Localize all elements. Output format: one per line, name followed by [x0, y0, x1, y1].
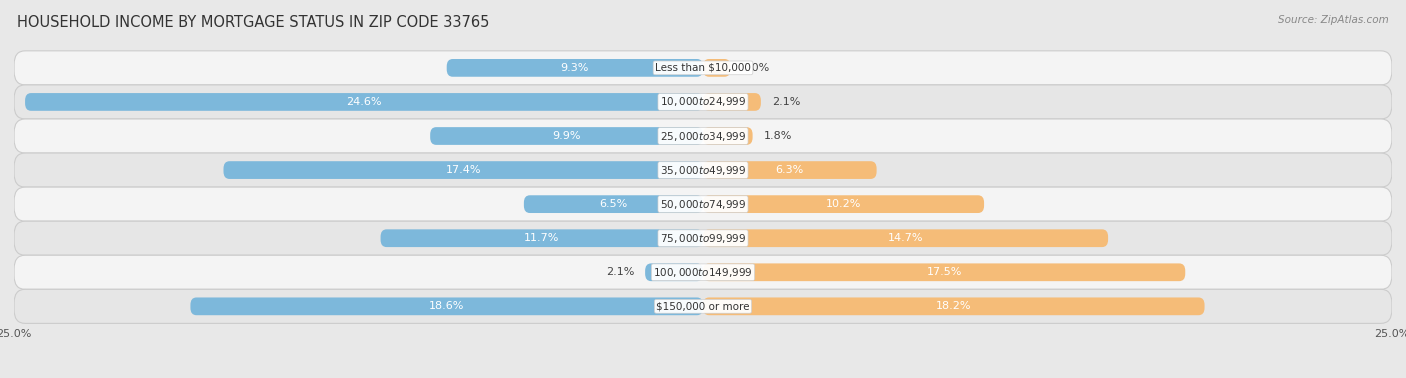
FancyBboxPatch shape — [703, 195, 984, 213]
Text: 6.5%: 6.5% — [599, 199, 627, 209]
FancyBboxPatch shape — [703, 59, 731, 77]
FancyBboxPatch shape — [190, 297, 703, 315]
Text: 14.7%: 14.7% — [887, 233, 924, 243]
FancyBboxPatch shape — [14, 153, 1392, 187]
FancyBboxPatch shape — [703, 93, 761, 111]
FancyBboxPatch shape — [14, 221, 1392, 255]
FancyBboxPatch shape — [447, 59, 703, 77]
Text: $25,000 to $34,999: $25,000 to $34,999 — [659, 130, 747, 143]
FancyBboxPatch shape — [14, 289, 1392, 323]
FancyBboxPatch shape — [14, 51, 1392, 85]
FancyBboxPatch shape — [25, 93, 703, 111]
FancyBboxPatch shape — [703, 229, 1108, 247]
Text: 10.2%: 10.2% — [825, 199, 862, 209]
FancyBboxPatch shape — [430, 127, 703, 145]
FancyBboxPatch shape — [381, 229, 703, 247]
Text: $75,000 to $99,999: $75,000 to $99,999 — [659, 232, 747, 245]
Text: 18.2%: 18.2% — [936, 301, 972, 311]
Text: 24.6%: 24.6% — [346, 97, 382, 107]
Text: 9.9%: 9.9% — [553, 131, 581, 141]
FancyBboxPatch shape — [14, 85, 1392, 119]
FancyBboxPatch shape — [703, 161, 876, 179]
FancyBboxPatch shape — [645, 263, 703, 281]
FancyBboxPatch shape — [224, 161, 703, 179]
Text: 17.4%: 17.4% — [446, 165, 481, 175]
FancyBboxPatch shape — [703, 127, 752, 145]
FancyBboxPatch shape — [703, 297, 1205, 315]
FancyBboxPatch shape — [524, 195, 703, 213]
Text: Less than $10,000: Less than $10,000 — [655, 63, 751, 73]
Text: HOUSEHOLD INCOME BY MORTGAGE STATUS IN ZIP CODE 33765: HOUSEHOLD INCOME BY MORTGAGE STATUS IN Z… — [17, 15, 489, 30]
Text: 11.7%: 11.7% — [524, 233, 560, 243]
Text: 17.5%: 17.5% — [927, 267, 962, 277]
FancyBboxPatch shape — [703, 263, 1185, 281]
Text: $150,000 or more: $150,000 or more — [657, 301, 749, 311]
Text: $50,000 to $74,999: $50,000 to $74,999 — [659, 198, 747, 211]
Text: 6.3%: 6.3% — [776, 165, 804, 175]
FancyBboxPatch shape — [14, 187, 1392, 221]
FancyBboxPatch shape — [14, 255, 1392, 289]
FancyBboxPatch shape — [14, 119, 1392, 153]
Text: $100,000 to $149,999: $100,000 to $149,999 — [654, 266, 752, 279]
Text: 1.0%: 1.0% — [741, 63, 770, 73]
Text: $10,000 to $24,999: $10,000 to $24,999 — [659, 95, 747, 108]
Text: $35,000 to $49,999: $35,000 to $49,999 — [659, 164, 747, 177]
Text: 9.3%: 9.3% — [561, 63, 589, 73]
Text: Source: ZipAtlas.com: Source: ZipAtlas.com — [1278, 15, 1389, 25]
Text: 2.1%: 2.1% — [606, 267, 634, 277]
Text: 1.8%: 1.8% — [763, 131, 792, 141]
Text: 2.1%: 2.1% — [772, 97, 800, 107]
Text: 18.6%: 18.6% — [429, 301, 464, 311]
